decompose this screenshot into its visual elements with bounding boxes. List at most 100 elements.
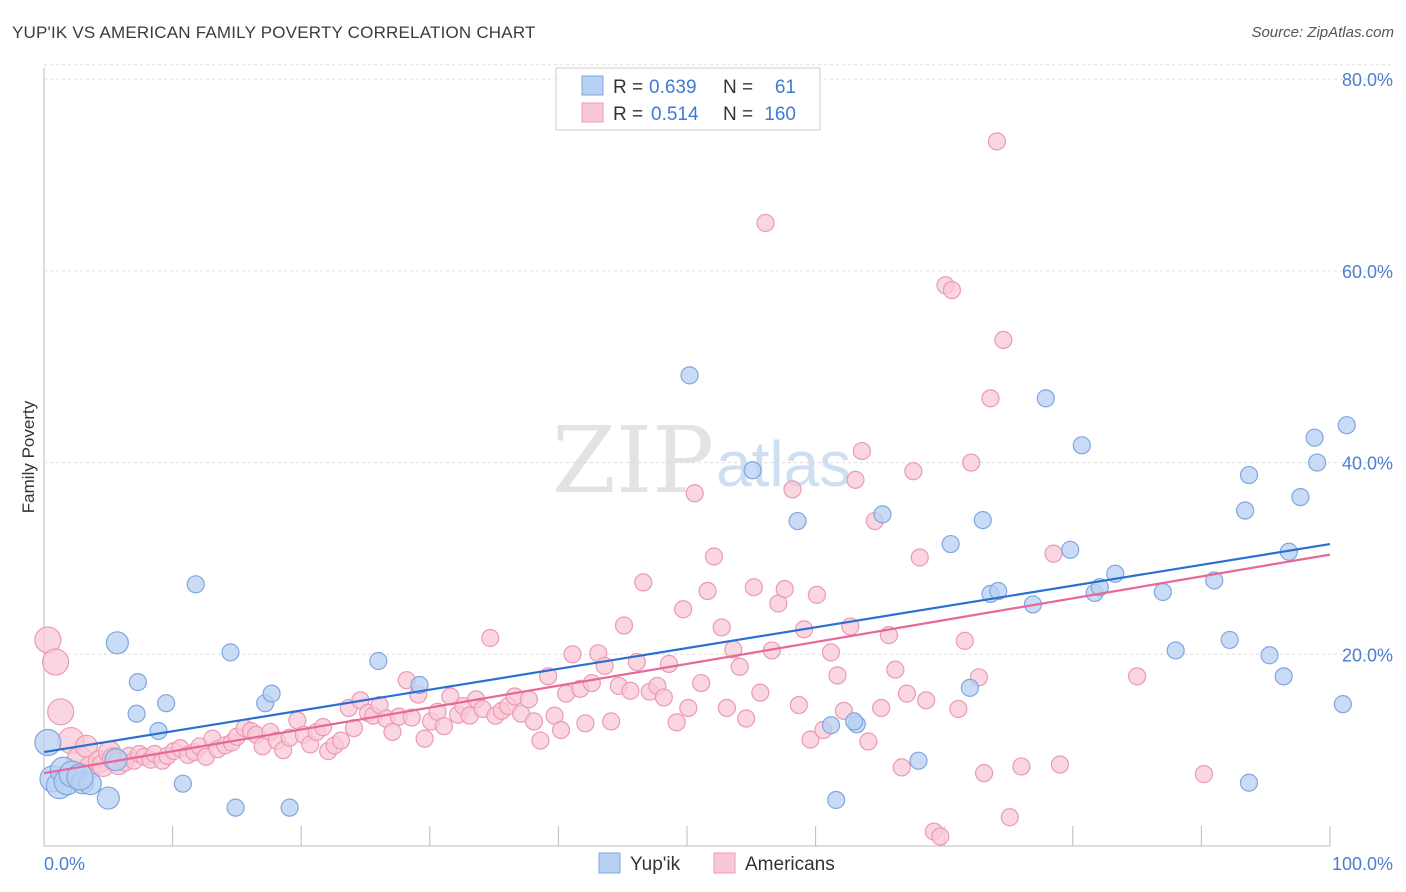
americans-point-91 — [614, 616, 634, 635]
yupik-point-12 — [149, 721, 168, 741]
americans-point-55 — [383, 722, 402, 742]
x-tick-label-max: 100.0% — [1332, 854, 1393, 874]
americans-point-137 — [910, 548, 929, 567]
americans-point-83 — [563, 645, 582, 664]
yupik-point-14 — [173, 774, 192, 793]
americans-point-109 — [730, 657, 749, 676]
americans-point-92 — [621, 681, 640, 700]
legend-swatch-blue — [581, 75, 604, 96]
yupik-point-57 — [1337, 416, 1356, 435]
americans-point-70 — [481, 628, 500, 648]
yupik-point-50 — [1260, 646, 1279, 665]
bottom-legend-label-blue: Yup'ik — [630, 854, 681, 875]
americans-point-136 — [904, 462, 923, 481]
yupik-point-25 — [788, 511, 807, 531]
americans-point-134 — [892, 758, 911, 777]
bottom-legend-swatch-blue — [598, 852, 621, 874]
americans-point-1 — [41, 648, 70, 676]
legend-r-value-blue: 0.639 — [649, 77, 697, 98]
americans-point-103 — [692, 673, 711, 693]
yupik-point-11 — [128, 672, 147, 692]
y-tick-labels: 20.0% 40.0% 60.0% 80.0% — [1342, 70, 1393, 665]
americans-point-118 — [789, 695, 808, 715]
americans-point-133 — [886, 660, 905, 679]
americans-point-63 — [434, 717, 454, 736]
americans-point-106 — [712, 618, 731, 637]
yupik-point-31 — [941, 534, 960, 554]
y-tick-label-80: 80.0% — [1342, 70, 1393, 90]
yupik-point-29 — [873, 505, 892, 524]
americans-point-149 — [987, 132, 1007, 151]
yupik-point-23 — [680, 366, 699, 385]
bottom-legend-label-pink: Americans — [745, 854, 835, 875]
americans-point-145 — [962, 453, 981, 472]
americans-point-116 — [775, 580, 794, 599]
x-ticks — [43, 826, 1331, 846]
chart-source: Source: ZipAtlas.com — [1251, 24, 1394, 41]
americans-point-97 — [654, 688, 673, 707]
americans-point-47 — [331, 731, 351, 750]
americans-point-129 — [859, 732, 878, 751]
yupik-point-54 — [1305, 428, 1324, 447]
americans-point-120 — [801, 730, 820, 749]
x-tick-label-min: 0.0% — [44, 854, 85, 874]
yupik-point-8 — [96, 786, 120, 810]
yupik-point-47 — [1236, 501, 1255, 520]
legend-n-value-blue: 61 — [775, 77, 796, 98]
americans-point-121 — [807, 585, 826, 604]
americans-point-107 — [717, 698, 736, 718]
yupik-point-53 — [1291, 487, 1310, 507]
yupik-point-26 — [821, 716, 841, 735]
americans-point-154 — [1050, 755, 1070, 774]
yupik-point-55 — [1308, 453, 1327, 472]
yupik-point-19 — [262, 684, 281, 703]
americans-point-86 — [582, 673, 601, 693]
americans-point-147 — [974, 764, 994, 783]
legend-r-label-pink: R = — [613, 104, 643, 125]
yupik-point-20 — [280, 798, 299, 817]
americans-point-94 — [634, 573, 653, 592]
yupik-point-46 — [1220, 630, 1239, 650]
legend-r-label-blue: R = — [613, 77, 643, 98]
legend-n-value-pink: 160 — [764, 104, 796, 125]
americans-point-135 — [897, 684, 917, 703]
americans-points — [34, 132, 1214, 846]
yupik-point-35 — [989, 581, 1008, 601]
americans-point-117 — [783, 480, 802, 499]
americans-point-148 — [981, 389, 1000, 408]
legend-n-label-blue: N = — [723, 77, 753, 98]
americans-point-77 — [524, 712, 544, 731]
americans-point-123 — [821, 643, 841, 662]
americans-point-111 — [744, 578, 763, 597]
americans-point-85 — [576, 714, 595, 733]
yupik-points — [34, 366, 1356, 817]
yupik-point-49 — [1239, 773, 1259, 792]
americans-point-89 — [602, 712, 621, 731]
yupik-point-59 — [66, 763, 94, 791]
series-legend: Yup'ik Americans — [598, 852, 835, 875]
yupik-point-33 — [973, 510, 992, 530]
americans-point-58 — [402, 708, 421, 727]
yupik-point-16 — [221, 643, 240, 662]
americans-point-76 — [519, 690, 538, 709]
americans-point-127 — [846, 470, 865, 489]
americans-point-131 — [872, 698, 891, 718]
yupik-point-24 — [743, 461, 762, 480]
americans-point-104 — [698, 581, 717, 601]
americans-point-156 — [1012, 757, 1031, 776]
y-tick-label-60: 60.0% — [1342, 262, 1393, 282]
yupik-point-60 — [845, 712, 864, 731]
americans-point-99 — [667, 713, 686, 732]
yupik-point-39 — [1072, 436, 1091, 455]
legend-n-label-pink: N = — [723, 104, 753, 125]
americans-point-2 — [47, 698, 75, 726]
y-axis-label: Family Poverty — [19, 400, 38, 513]
yupik-point-17 — [226, 798, 245, 817]
americans-point-60 — [415, 729, 434, 748]
americans-point-98 — [659, 654, 679, 673]
yupik-point-30 — [909, 751, 928, 770]
yupik-point-27 — [827, 790, 846, 810]
legend-swatch-pink — [581, 102, 604, 123]
yupik-trend-line — [43, 542, 1331, 754]
